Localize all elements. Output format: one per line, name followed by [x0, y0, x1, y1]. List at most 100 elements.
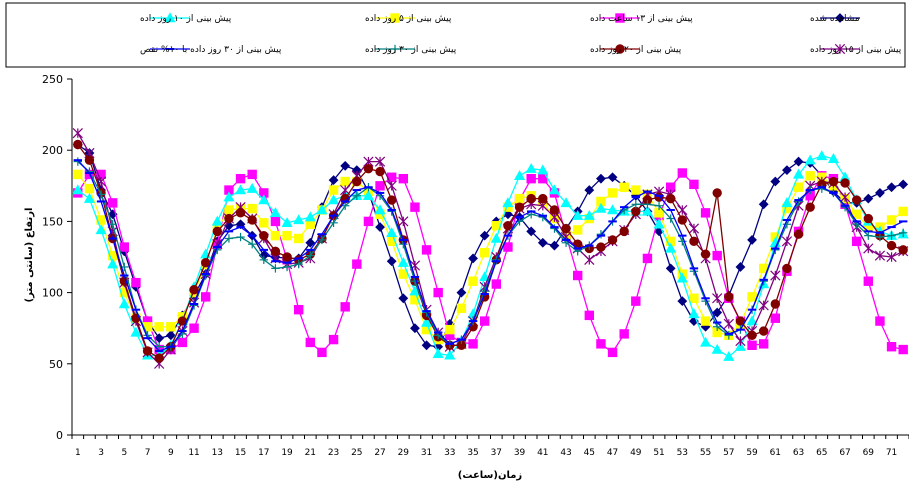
data-point — [410, 202, 420, 212]
data-point — [723, 318, 734, 330]
data-point — [886, 182, 897, 193]
data-point — [700, 336, 712, 347]
legend-label: پیش بینی از ۱۳ ساعت داده — [590, 14, 693, 24]
data-point — [654, 201, 664, 210]
data-point — [711, 343, 723, 354]
data-point — [793, 229, 804, 239]
x-tick-label: 39 — [514, 448, 526, 458]
data-point — [828, 176, 839, 187]
data-point — [619, 226, 629, 237]
data-point — [747, 330, 757, 341]
data-point — [840, 202, 850, 212]
data-point — [793, 168, 805, 179]
data-point — [898, 228, 908, 237]
data-point — [352, 259, 362, 269]
data-point — [479, 230, 490, 241]
data-point — [770, 313, 781, 323]
data-point — [572, 270, 583, 281]
data-point — [863, 213, 874, 224]
data-point — [851, 209, 862, 219]
data-point — [584, 185, 595, 195]
legend-item-2: پیش بینی از ۱۳ ساعت داده — [590, 13, 693, 24]
data-point — [525, 162, 537, 173]
data-point — [503, 220, 513, 231]
data-point — [456, 287, 467, 298]
data-point — [595, 202, 607, 213]
data-point — [293, 214, 305, 225]
legend-item-6: پیش بینی از ۲۰ روز داده — [590, 44, 682, 55]
data-point — [700, 316, 711, 326]
data-point — [432, 348, 444, 359]
data-point — [781, 197, 793, 208]
data-point — [269, 207, 281, 218]
data-point — [747, 292, 757, 302]
data-point — [73, 169, 83, 180]
data-point — [142, 346, 153, 356]
data-point — [898, 245, 908, 255]
data-point — [816, 150, 828, 161]
data-point — [247, 203, 257, 214]
data-point — [363, 216, 374, 227]
data-point — [328, 185, 339, 195]
data-point — [84, 155, 95, 165]
data-point — [863, 243, 874, 254]
data-point — [468, 253, 478, 264]
x-tick-label: 13 — [212, 448, 223, 458]
data-point — [572, 225, 583, 235]
x-tick-label: 23 — [328, 448, 339, 458]
data-point — [84, 183, 95, 194]
data-point — [537, 164, 549, 175]
data-point — [805, 171, 815, 181]
legend: مشاهده شده پیش بینی از ۱۳ ساعت داده پیش بی… — [140, 12, 902, 55]
data-point — [514, 170, 526, 181]
data-point — [154, 333, 165, 344]
data-point — [212, 226, 223, 237]
data-point — [875, 188, 885, 198]
data-point — [270, 246, 281, 257]
data-point — [665, 263, 676, 274]
data-point — [386, 227, 398, 237]
data-point — [886, 215, 897, 225]
series-layer — [72, 127, 909, 369]
x-tick-label: 19 — [281, 448, 293, 458]
data-point — [340, 302, 350, 312]
legend-box — [5, 2, 906, 68]
data-point — [271, 264, 280, 273]
data-point — [851, 236, 862, 247]
data-point — [840, 178, 850, 188]
data-point — [189, 285, 199, 295]
data-point — [631, 296, 641, 306]
y-tick-label: 50 — [49, 358, 63, 371]
data-point — [119, 242, 130, 252]
x-tick-label: 9 — [168, 448, 174, 458]
data-point — [607, 347, 618, 358]
data-point — [898, 179, 909, 190]
data-point — [398, 216, 409, 227]
data-point — [107, 258, 119, 269]
data-point — [421, 340, 432, 351]
data-point — [154, 342, 164, 351]
data-point — [259, 218, 269, 228]
data-point — [758, 300, 769, 311]
data-point — [724, 331, 734, 340]
data-point — [758, 199, 769, 210]
data-point — [386, 256, 397, 267]
x-tick-label: 57 — [723, 448, 734, 458]
data-point — [864, 231, 873, 240]
data-point — [561, 223, 571, 234]
data-point — [247, 239, 257, 249]
data-point — [665, 242, 677, 253]
data-point — [73, 139, 83, 150]
data-point — [526, 226, 537, 237]
data-point — [643, 200, 652, 209]
data-point — [293, 233, 304, 244]
x-tick-label: 69 — [863, 448, 875, 458]
data-point — [282, 262, 292, 272]
x-tick-label: 59 — [746, 448, 758, 458]
data-point — [794, 197, 803, 206]
data-point — [583, 209, 595, 220]
data-point — [572, 209, 584, 220]
data-point — [375, 181, 385, 191]
legend-item-4: پیش بینی از ۱۰ روز داده — [140, 12, 232, 24]
data-point — [72, 127, 83, 139]
